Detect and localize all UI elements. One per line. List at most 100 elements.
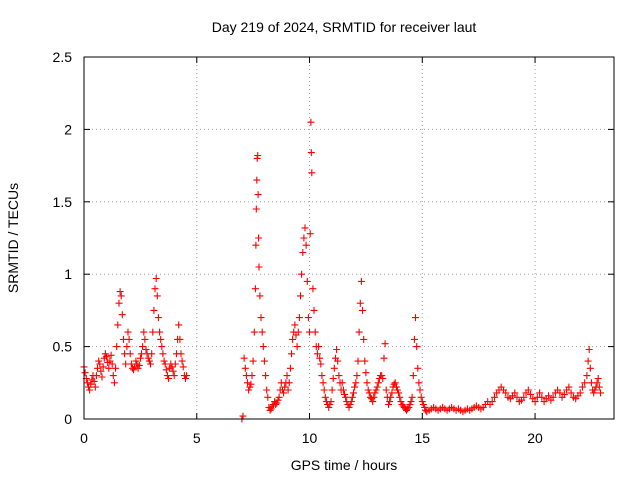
data-point (369, 398, 377, 406)
data-point (134, 364, 142, 372)
data-point (502, 389, 510, 397)
x-tick-label: 0 (80, 430, 88, 446)
data-point (295, 314, 303, 322)
data-point (319, 379, 327, 387)
data-point (169, 367, 177, 375)
data-point (421, 403, 429, 411)
data-point (264, 393, 272, 401)
data-point (170, 372, 178, 380)
data-point (328, 386, 336, 394)
x-tick-labels: 0 5 10 15 20 (80, 430, 543, 446)
data-point (374, 379, 382, 387)
data-point (245, 386, 253, 394)
data-point (112, 364, 120, 372)
data-point (382, 386, 390, 394)
data-point (388, 389, 396, 397)
data-point (356, 299, 364, 307)
data-point (418, 398, 426, 406)
data-point (255, 234, 263, 242)
data-point (176, 335, 184, 343)
data-point (250, 328, 258, 336)
data-point (272, 401, 280, 408)
data-point (141, 335, 149, 343)
data-point (590, 389, 598, 397)
data-point (160, 357, 168, 365)
data-point (139, 343, 147, 351)
data-point (538, 393, 546, 401)
data-point (253, 176, 261, 184)
data-point (583, 372, 591, 380)
data-point (283, 372, 291, 380)
data-point (299, 249, 307, 256)
data-point (307, 149, 315, 157)
data-point (414, 364, 422, 372)
data-point (267, 405, 275, 413)
data-point (284, 386, 292, 394)
data-point (254, 191, 262, 199)
data-point (386, 398, 394, 406)
data-point (252, 241, 260, 249)
data-point (527, 390, 535, 398)
data-point (157, 335, 165, 343)
data-point (346, 401, 354, 408)
data-point (595, 383, 603, 391)
y-tick-label: 2 (64, 121, 72, 137)
data-point (536, 389, 544, 397)
data-point (308, 169, 316, 177)
data-point (263, 386, 271, 394)
data-point (309, 285, 317, 293)
data-point (258, 328, 266, 336)
data-point (409, 372, 417, 380)
data-point (275, 393, 283, 401)
data-point (567, 389, 575, 397)
data-point (581, 379, 589, 387)
data-point (239, 412, 247, 420)
data-point (591, 386, 599, 394)
data-point (491, 393, 498, 401)
data-point (593, 379, 601, 387)
data-point (378, 372, 386, 380)
data-point (524, 386, 532, 394)
data-point (341, 390, 348, 398)
data-point (408, 393, 416, 401)
data-point (304, 314, 312, 322)
data-point (105, 364, 113, 372)
data-point (362, 369, 370, 377)
data-point (370, 393, 378, 401)
data-point (413, 343, 421, 351)
data-point (255, 263, 263, 271)
data-point (113, 343, 121, 351)
data-point (114, 321, 122, 329)
data-point (107, 351, 115, 359)
data-point (396, 393, 404, 401)
data-point (361, 357, 369, 365)
data-point (335, 372, 343, 380)
data-point (310, 306, 318, 314)
y-tick-label: 1.5 (53, 194, 73, 210)
data-point (303, 277, 311, 285)
data-point (97, 367, 105, 375)
y-tick-labels: 0 0.5 1 1.5 2 2.5 (53, 49, 73, 427)
data-point (116, 288, 124, 296)
data-point (347, 398, 355, 406)
data-point (151, 285, 159, 293)
data-point (91, 383, 99, 391)
data-point (415, 379, 423, 387)
data-point (545, 392, 553, 400)
data-point (90, 377, 98, 385)
data-point (302, 241, 310, 249)
data-point (394, 386, 401, 394)
data-point (397, 398, 405, 406)
data-point (92, 372, 100, 380)
data-point (260, 357, 268, 365)
axis-ticks (83, 56, 614, 420)
data-points (80, 118, 604, 423)
data-point (342, 393, 350, 401)
data-point (371, 389, 379, 397)
data-point (175, 321, 183, 329)
data-point (103, 353, 111, 361)
data-point (317, 360, 325, 368)
y-axis-label: SRMTID / TECUs (5, 183, 21, 293)
data-point (293, 343, 301, 351)
